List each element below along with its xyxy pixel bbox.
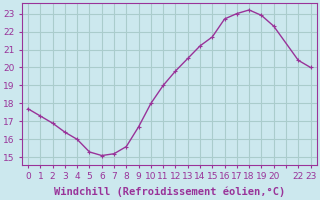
X-axis label: Windchill (Refroidissement éolien,°C): Windchill (Refroidissement éolien,°C) [54, 187, 285, 197]
